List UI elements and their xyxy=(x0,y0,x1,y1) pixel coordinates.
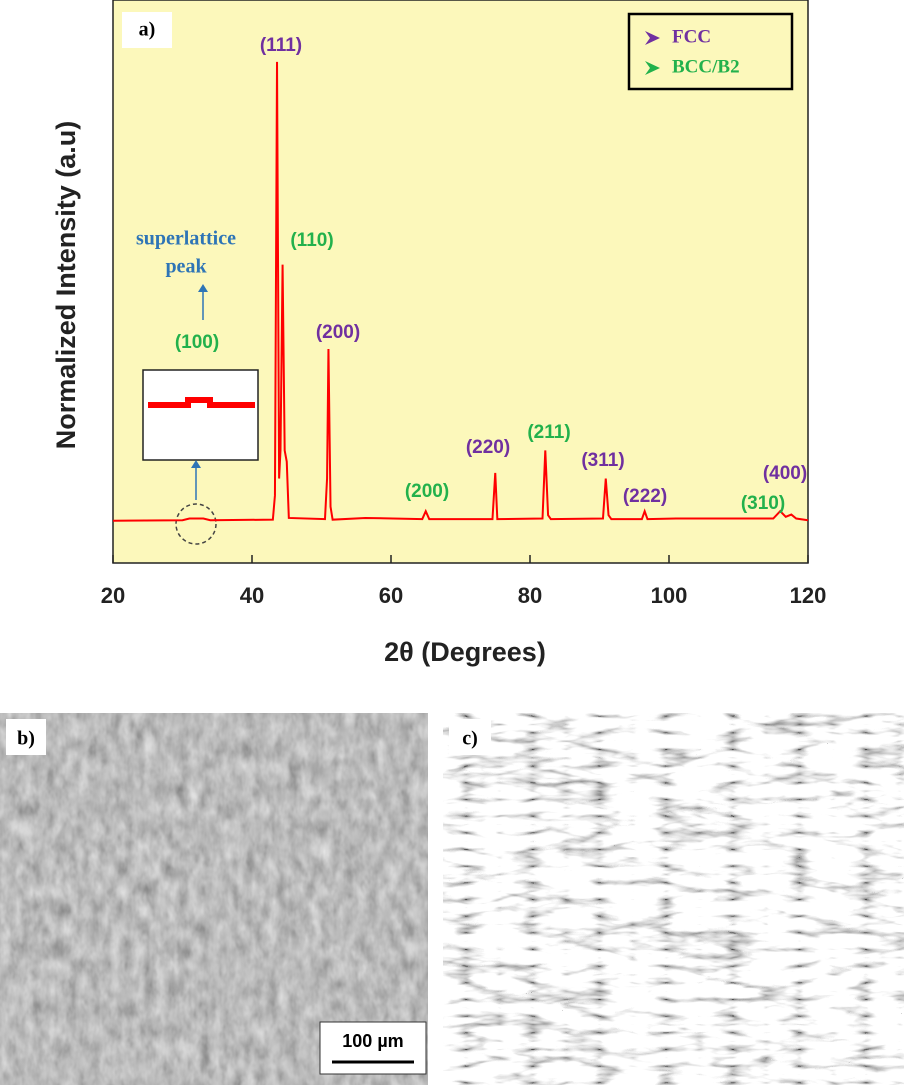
peak-label: (200) xyxy=(405,481,449,502)
scale-bar-label: 100 µm xyxy=(342,1031,403,1051)
xrd-line xyxy=(112,61,809,522)
arrow-head xyxy=(191,460,201,468)
peak-label: (211) xyxy=(527,422,570,443)
legend-label: FCC xyxy=(672,26,711,47)
inset xyxy=(142,369,259,461)
peak-label: (220) xyxy=(466,437,510,458)
inset-line xyxy=(148,397,255,408)
x-axis-label: 2θ (Degrees) xyxy=(384,637,546,667)
x-tick-label: 60 xyxy=(379,583,403,608)
legend-label: BCC/B2 xyxy=(672,56,740,77)
panel-label-box xyxy=(449,719,491,755)
peak-label: (222) xyxy=(623,486,667,507)
panel-label: a) xyxy=(139,19,156,41)
panel-label: c) xyxy=(462,728,478,750)
legend-marker xyxy=(645,61,660,75)
peak-label: (111) xyxy=(260,35,302,56)
peak-label: (200) xyxy=(316,322,360,343)
x-tick-label: 80 xyxy=(518,583,542,608)
peak-label: (311) xyxy=(581,450,624,471)
x-tick-label: 20 xyxy=(101,583,125,608)
arrow-head xyxy=(198,284,208,292)
peak-label: (100) xyxy=(175,332,219,353)
panel-label: b) xyxy=(17,728,35,750)
scale-bar-box xyxy=(319,1021,427,1075)
peak-label: (310) xyxy=(741,493,785,514)
x-tick-label: 100 xyxy=(651,583,688,608)
superlattice-label: superlattice xyxy=(136,228,236,250)
x-tick-label: 120 xyxy=(790,583,827,608)
legend-box xyxy=(627,12,794,91)
highlight-circle xyxy=(175,503,217,545)
legend-marker xyxy=(645,31,660,45)
y-axis-label: Normalized Intensity (a.u) xyxy=(51,121,81,450)
panel-label-box xyxy=(6,719,46,755)
x-tick-label: 40 xyxy=(240,583,264,608)
peak-label: (400) xyxy=(763,463,807,484)
panel-label-box xyxy=(122,12,172,48)
peak-label: (110) xyxy=(290,230,333,251)
plot-area xyxy=(112,0,809,564)
sem-image-c xyxy=(443,713,904,1085)
superlattice-label: peak xyxy=(165,256,207,278)
